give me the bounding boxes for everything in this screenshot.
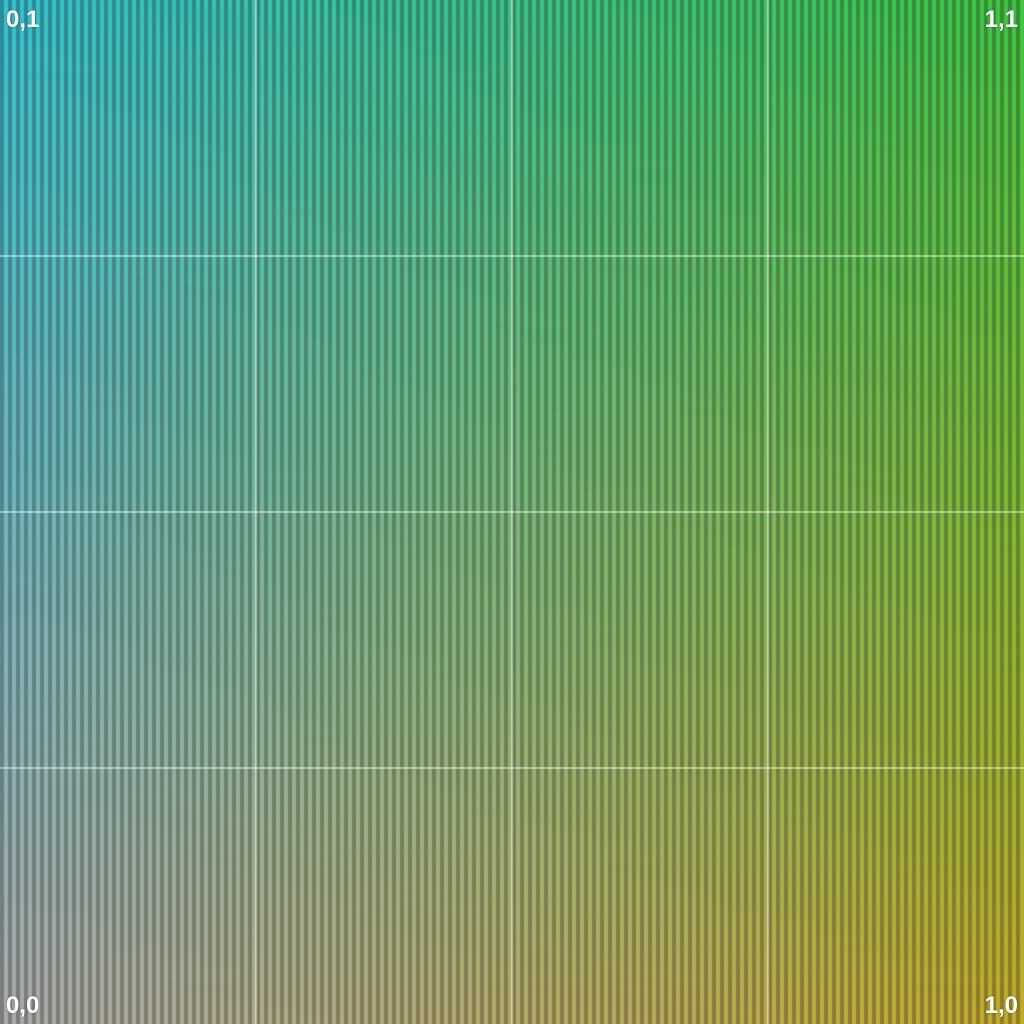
corner-label-bottom-left: 0,0 xyxy=(6,992,40,1019)
corner-label-top-left: 0,1 xyxy=(6,6,40,33)
corner-label-top-right: 1,1 xyxy=(984,6,1018,33)
corner-label-bottom-right: 1,0 xyxy=(984,992,1018,1019)
